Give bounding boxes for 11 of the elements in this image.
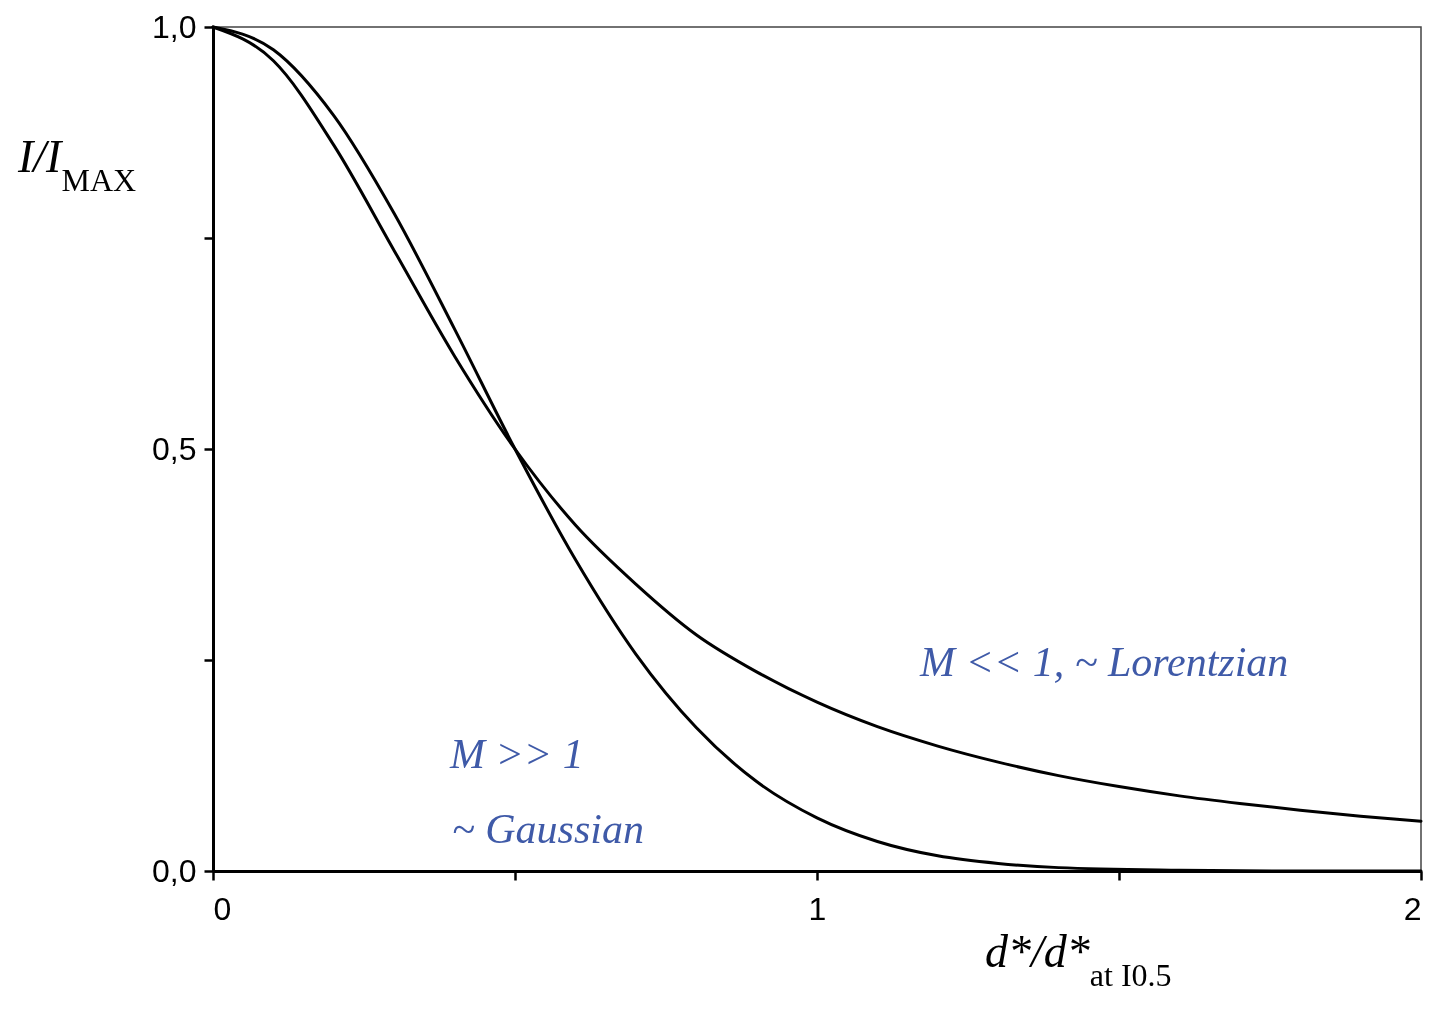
annotation: ~ Gaussian [452, 805, 644, 853]
y-tick-label: 1,0 [152, 8, 197, 45]
y-axis-title: I/I$_{MAX}$ [18, 130, 137, 200]
y-tick-label: 0,0 [152, 852, 197, 889]
x-tick-label: 2 [1403, 890, 1422, 927]
x-axis-title: d*/d*$_{at I0.5}$ [985, 925, 1172, 995]
annotation: M >> 1 [450, 730, 584, 778]
x-tick-label: 1 [808, 890, 827, 927]
y-tick-label: 0,5 [152, 430, 197, 467]
x-tick-label: 0 [213, 890, 232, 927]
annotation: M << 1, ~ Lorentzian [920, 638, 1289, 686]
